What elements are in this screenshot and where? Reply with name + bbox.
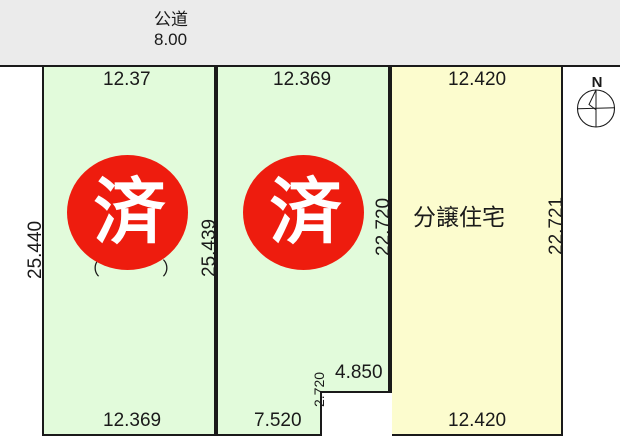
svg-text:N: N xyxy=(592,75,603,91)
